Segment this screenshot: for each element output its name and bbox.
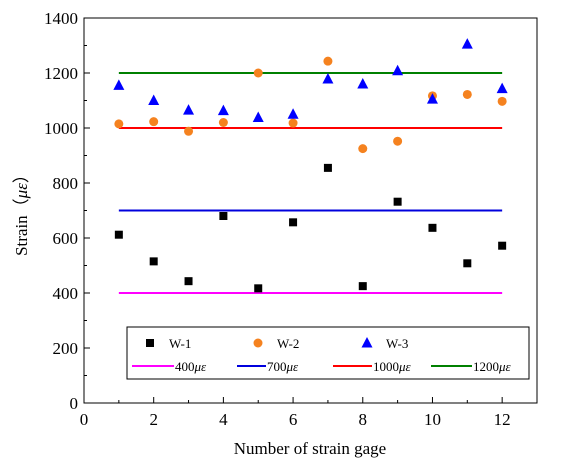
data-point-w-1 xyxy=(498,241,507,250)
data-point-w-1 xyxy=(393,197,402,206)
data-point-w-1 xyxy=(114,230,123,239)
data-point-w-1 xyxy=(254,284,263,293)
data-point-w-1 xyxy=(149,257,158,266)
data-point-w-2 xyxy=(149,117,159,127)
axis-ticks: 0 2 4 6 8 10 12 0 200 400 600 800 1000 1200 1400 xyxy=(44,9,538,429)
y-tick-label: 0 xyxy=(70,394,79,413)
y-axis-title-unit: με xyxy=(12,183,31,200)
y-tick-label: 400 xyxy=(53,284,79,303)
data-points xyxy=(113,38,508,293)
legend-marker-w-1 xyxy=(146,339,154,347)
y-axis-title: Strain（με） xyxy=(12,166,31,256)
legend-label-w-2: W-2 xyxy=(277,336,299,351)
y-axis-title-prefix: Strain（ xyxy=(12,198,31,256)
data-point-w-2 xyxy=(462,89,472,99)
legend-marker-w-3 xyxy=(361,337,373,348)
data-point-w-3 xyxy=(217,104,229,116)
data-point-w-3 xyxy=(113,79,125,90)
x-tick-label: 2 xyxy=(149,410,158,429)
y-tick-label: 1400 xyxy=(44,9,78,28)
data-point-w-3 xyxy=(322,73,334,84)
data-point-w-2 xyxy=(323,56,333,66)
y-tick-label: 200 xyxy=(53,339,79,358)
y-tick-label: 600 xyxy=(53,229,79,248)
x-tick-label: 6 xyxy=(289,410,298,429)
x-tick-label: 0 xyxy=(80,410,89,429)
legend-marker-w-2 xyxy=(253,338,263,348)
data-point-w-1 xyxy=(184,277,193,286)
y-axis-title-suffix: ） xyxy=(12,166,31,183)
data-point-w-1 xyxy=(428,223,437,232)
data-point-w-3 xyxy=(426,93,438,104)
data-point-w-3 xyxy=(392,64,404,76)
legend-label-1000: 1000με xyxy=(373,359,412,374)
data-point-w-3 xyxy=(148,94,160,105)
data-point-w-2 xyxy=(184,126,194,136)
legend-box xyxy=(126,326,530,380)
data-point-w-1 xyxy=(463,259,472,268)
data-point-w-2 xyxy=(358,144,368,154)
legend-label-w-3: W-3 xyxy=(386,336,408,351)
data-point-w-3 xyxy=(357,78,369,89)
legend-label-w-1: W-1 xyxy=(169,336,191,351)
data-point-w-1 xyxy=(289,218,298,227)
data-point-w-2 xyxy=(114,119,124,129)
reference-lines xyxy=(118,72,503,294)
data-point-w-3 xyxy=(183,104,195,115)
x-axis-title: Number of strain gage xyxy=(234,439,386,458)
legend-label-400: 400με xyxy=(175,359,207,374)
data-point-w-1 xyxy=(219,212,228,220)
data-point-w-2 xyxy=(497,96,507,106)
data-point-w-1 xyxy=(323,163,332,172)
data-point-w-2 xyxy=(218,118,228,127)
data-point-w-3 xyxy=(496,82,508,94)
y-tick-label: 1000 xyxy=(44,119,78,138)
data-point-w-2 xyxy=(393,136,403,146)
data-point-w-3 xyxy=(287,108,299,119)
data-point-w-3 xyxy=(252,111,264,123)
y-tick-label: 800 xyxy=(53,174,79,193)
data-point-w-2 xyxy=(288,118,298,128)
x-tick-label: 10 xyxy=(424,410,441,429)
data-point-w-1 xyxy=(358,282,367,291)
legend-label-1200: 1200με xyxy=(473,359,512,374)
x-tick-label: 4 xyxy=(219,410,228,429)
legend: W-1 W-2 W-3 400με 700με 1000με 1200με xyxy=(126,326,530,380)
data-point-w-2 xyxy=(253,68,263,78)
x-tick-label: 12 xyxy=(494,410,511,429)
y-tick-label: 1200 xyxy=(44,64,78,83)
data-point-w-3 xyxy=(461,38,473,49)
x-tick-label: 8 xyxy=(359,410,368,429)
legend-label-700: 700με xyxy=(267,359,299,374)
